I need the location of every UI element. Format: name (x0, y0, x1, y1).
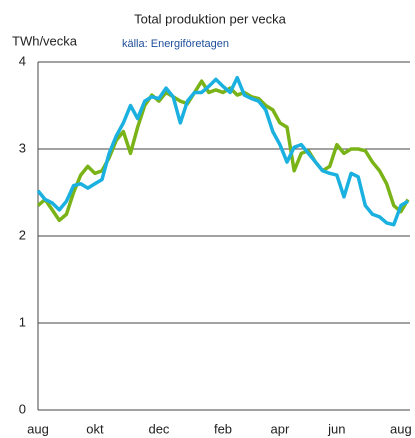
line-series (36, 79, 410, 223)
y-tick-label: 0 (19, 401, 26, 416)
y-tick-label: 1 (19, 314, 26, 329)
y-tick-label: 3 (19, 140, 26, 155)
x-tick-label: dec (148, 421, 169, 436)
x-tick-label: okt (86, 421, 104, 436)
y-tick-label: 2 (19, 227, 26, 242)
x-tick-label: feb (214, 421, 232, 436)
y-axis-label: TWh/vecka (12, 33, 78, 48)
y-tick-label: 4 (19, 53, 26, 68)
x-tick-label: apr (271, 421, 290, 436)
subtitle: källa: Energiföretagen (122, 38, 229, 50)
x-tick-label: jun (327, 421, 345, 436)
line-series (36, 75, 409, 227)
x-tick-label: aug (390, 421, 412, 436)
x-tick-label: aug (27, 421, 49, 436)
chart-title: Total produktion per vecka (134, 11, 287, 26)
